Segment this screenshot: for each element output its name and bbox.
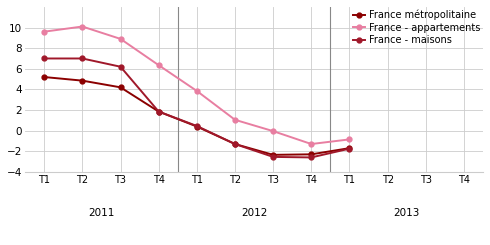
France métropolitaine	[41, 75, 47, 78]
France métropolitaine	[346, 147, 352, 150]
France - maisons	[270, 155, 276, 158]
France - maisons	[346, 147, 352, 150]
France - appartements	[118, 37, 123, 40]
France - appartements	[41, 30, 47, 33]
Text: 2012: 2012	[241, 208, 267, 218]
France métropolitaine	[79, 79, 85, 82]
France - maisons	[41, 57, 47, 60]
France métropolitaine	[118, 86, 123, 89]
France - maisons	[79, 57, 85, 60]
France métropolitaine	[308, 153, 314, 156]
France - maisons	[118, 65, 123, 68]
Legend: France métropolitaine, France - appartements, France - maisons: France métropolitaine, France - appartem…	[353, 10, 480, 45]
France - maisons	[194, 124, 200, 127]
Text: 2013: 2013	[393, 208, 420, 218]
Line: France - maisons: France - maisons	[42, 56, 352, 160]
France - maisons	[232, 143, 238, 146]
France - maisons	[308, 156, 314, 159]
France - appartements	[79, 25, 85, 28]
France métropolitaine	[232, 143, 238, 146]
Line: France - appartements: France - appartements	[42, 24, 352, 147]
France - appartements	[346, 138, 352, 141]
France - appartements	[232, 118, 238, 121]
France métropolitaine	[194, 125, 200, 128]
Text: 2011: 2011	[88, 208, 115, 218]
France métropolitaine	[156, 110, 162, 113]
France - maisons	[156, 110, 162, 113]
France - appartements	[194, 89, 200, 92]
France - appartements	[270, 130, 276, 133]
France - appartements	[156, 64, 162, 67]
France - appartements	[308, 143, 314, 146]
Line: France métropolitaine: France métropolitaine	[42, 74, 352, 157]
France métropolitaine	[270, 153, 276, 156]
